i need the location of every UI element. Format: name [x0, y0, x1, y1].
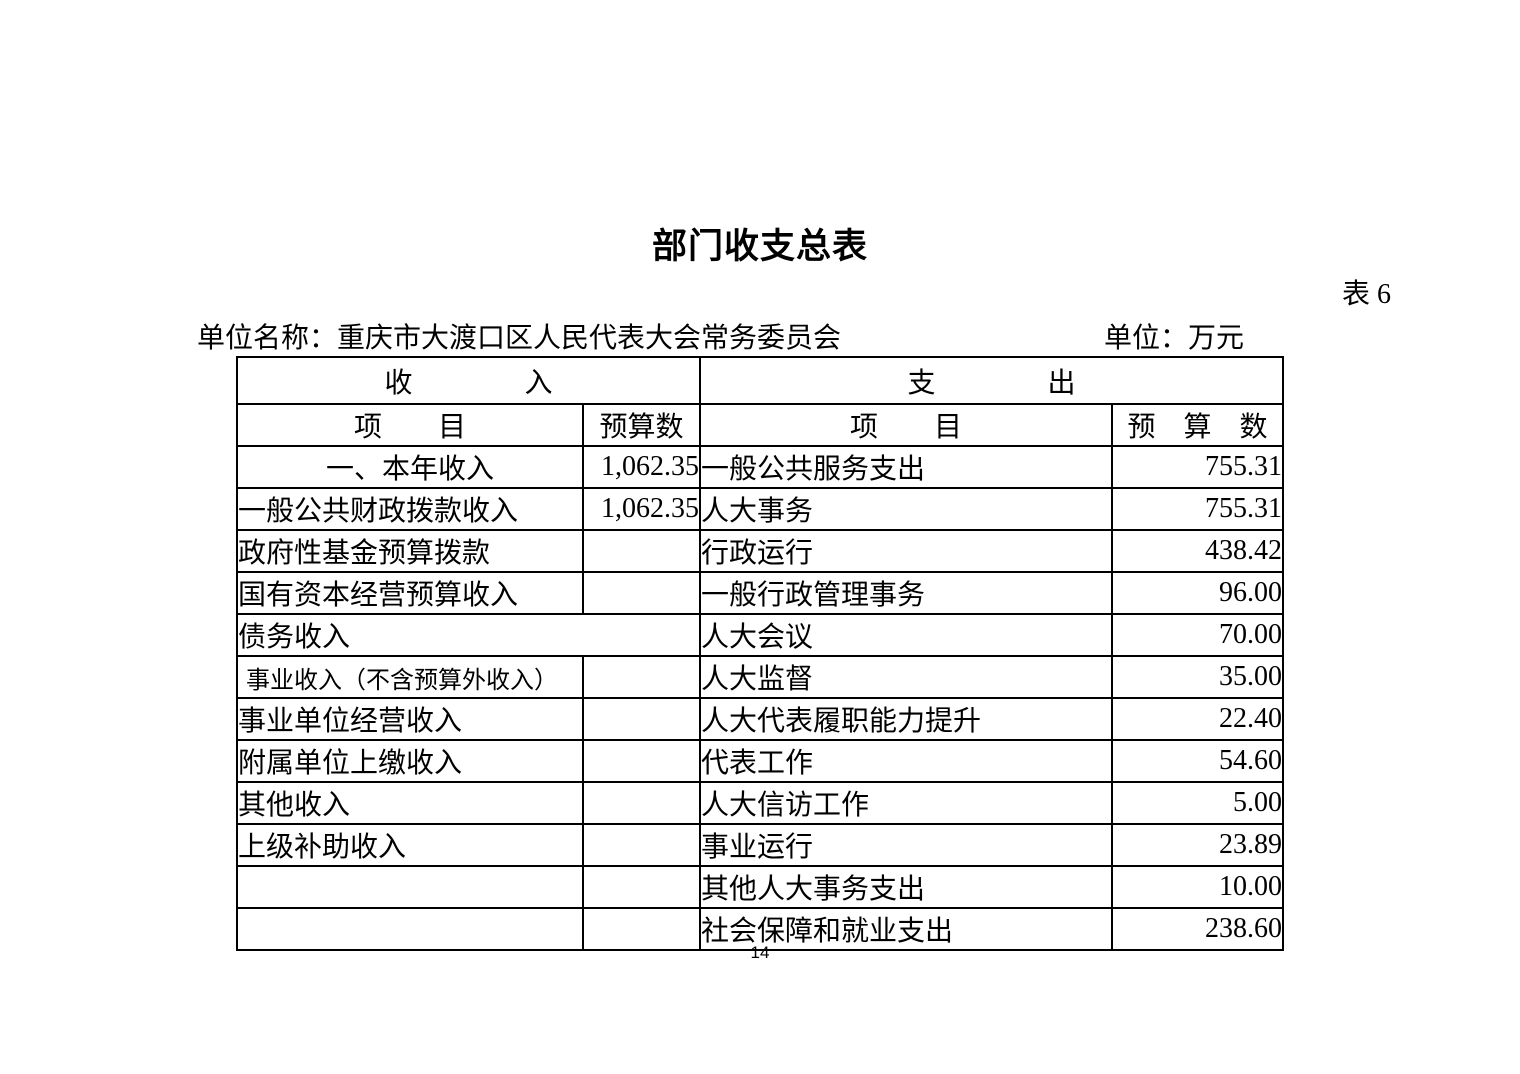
expense-value-cell: 5.00 — [1111, 781, 1285, 825]
expense-item-cell: 社会保障和就业支出 — [699, 907, 1114, 951]
currency-unit-label: 单位：万元 — [1104, 323, 1245, 354]
table-row: 上级补助收入 事业运行 23.89 — [236, 823, 1285, 867]
table-row: 一般公共财政拨款收入 1,062.35 人大事务 755.31 — [236, 487, 1285, 531]
income-section-header: 收 入 — [235, 356, 702, 405]
expense-value-cell: 238.60 — [1111, 907, 1285, 951]
income-value-cell — [581, 571, 702, 615]
table-row: 附属单位上缴收入 代表工作 54.60 — [236, 739, 1285, 783]
expense-item-cell: 一般公共服务支出 — [699, 445, 1114, 489]
income-item-cell — [236, 907, 584, 951]
table-row: 其他人大事务支出 10.00 — [236, 865, 1285, 909]
income-value-cell — [581, 655, 702, 699]
table-row: 事业单位经营收入 人大代表履职能力提升 22.40 — [236, 697, 1285, 741]
table-row: 事业收入（不含预算外收入） 人大监督 35.00 — [236, 655, 1285, 699]
budget-table-body: 一、本年收入 1,062.35 一般公共服务支出 755.31 一般公共财政拨款收入 1,… — [235, 445, 1285, 951]
income-item-cell — [236, 865, 584, 909]
income-item-cell: 事业收入（不含预算外收入） — [236, 655, 584, 699]
income-item-cell: 附属单位上缴收入 — [236, 739, 584, 783]
table-row: 债务收入 人大会议 70.00 — [235, 613, 1285, 657]
income-item-cell: 事业单位经营收入 — [236, 697, 584, 741]
expense-item-cell: 行政运行 — [699, 529, 1114, 573]
expense-value-cell: 755.31 — [1111, 445, 1285, 489]
income-item-column-header: 项 目 — [236, 403, 584, 447]
table-row: 一、本年收入 1,062.35 一般公共服务支出 755.31 — [236, 445, 1285, 489]
expense-item-cell: 人大事务 — [699, 487, 1114, 531]
column-header-row: 项 目 预算数 项 目 预 算 数 — [236, 403, 1285, 447]
income-value-cell: 1,062.35 — [581, 445, 702, 489]
table-row: 其他收入 人大信访工作 5.00 — [236, 781, 1285, 825]
expense-item-cell: 人大监督 — [699, 655, 1114, 699]
table-number: 表 6 — [1342, 279, 1392, 310]
expense-value-cell: 70.00 — [1111, 613, 1285, 657]
expense-item-cell: 一般行政管理事务 — [699, 571, 1114, 615]
income-value-cell — [581, 529, 702, 573]
income-value-cell: 1,062.35 — [581, 487, 702, 531]
expense-value-cell: 10.00 — [1111, 865, 1285, 909]
income-value-cell — [581, 865, 702, 909]
expense-value-cell: 35.00 — [1111, 655, 1285, 699]
income-item-cell: 一般公共财政拨款收入 — [236, 487, 584, 531]
income-value-cell — [581, 907, 702, 951]
income-value-cell — [581, 823, 702, 867]
expense-value-cell: 23.89 — [1111, 823, 1285, 867]
table-row: 国有资本经营预算收入 一般行政管理事务 96.00 — [236, 571, 1285, 615]
budget-table-header: 收 入 支 出 项 目 预算数 项 目 预 算 数 — [235, 356, 1285, 447]
expense-item-cell: 人大会议 — [699, 613, 1114, 657]
expense-item-cell: 事业运行 — [699, 823, 1114, 867]
income-budget-column-header: 预算数 — [581, 403, 702, 447]
income-item-cell: 国有资本经营预算收入 — [236, 571, 584, 615]
table-row: 政府性基金预算拨款 行政运行 438.42 — [236, 529, 1285, 573]
section-header-row: 收 入 支 出 — [235, 356, 1285, 405]
income-item-cell: 债务收入 — [235, 613, 702, 657]
expense-section-header: 支 出 — [699, 356, 1285, 405]
page-title: 部门收支总表 — [651, 227, 868, 266]
expense-item-cell: 其他人大事务支出 — [699, 865, 1114, 909]
expense-value-cell: 96.00 — [1111, 571, 1285, 615]
income-item-cell: 一、本年收入 — [236, 445, 584, 489]
income-value-cell — [581, 781, 702, 825]
expense-value-cell: 438.42 — [1111, 529, 1285, 573]
page-number: 14 — [750, 943, 770, 962]
income-item-cell: 政府性基金预算拨款 — [236, 529, 584, 573]
income-item-cell: 其他收入 — [236, 781, 584, 825]
unit-name-label: 单位名称：重庆市大渡口区人民代表大会常务委员会 — [197, 323, 842, 354]
expense-budget-column-header: 预 算 数 — [1111, 403, 1285, 447]
income-value-cell — [581, 697, 702, 741]
budget-summary-table: 收 入 支 出 项 目 预算数 项 目 预 算 数 一、本年收入 1,062.35… — [235, 356, 1285, 951]
expense-value-cell: 755.31 — [1111, 487, 1285, 531]
income-value-cell — [581, 739, 702, 783]
expense-item-cell: 人大信访工作 — [699, 781, 1114, 825]
expense-item-cell: 人大代表履职能力提升 — [699, 697, 1114, 741]
expense-item-column-header: 项 目 — [699, 403, 1114, 447]
expense-value-cell: 54.60 — [1111, 739, 1285, 783]
income-item-cell: 上级补助收入 — [236, 823, 584, 867]
expense-value-cell: 22.40 — [1111, 697, 1285, 741]
expense-item-cell: 代表工作 — [699, 739, 1114, 783]
table-row: 社会保障和就业支出 238.60 — [236, 907, 1285, 951]
